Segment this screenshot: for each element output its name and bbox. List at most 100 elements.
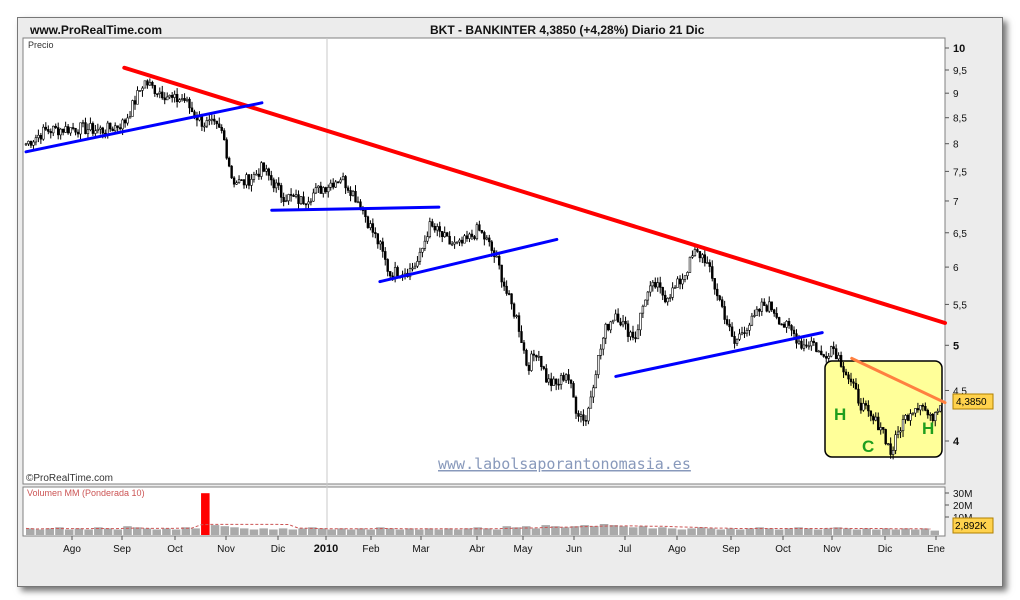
price-tick-label: 7: [953, 197, 959, 208]
price-candle: [267, 167, 270, 181]
price-candle: [324, 186, 327, 194]
price-candle: [510, 293, 513, 310]
volume-bar: [55, 527, 64, 535]
support-trendline-3: [378, 237, 559, 284]
price-candle: [153, 84, 157, 97]
price-candle: [319, 181, 323, 194]
price-candle: [730, 322, 734, 338]
volume-bar: [901, 528, 910, 535]
price-candle: [604, 322, 607, 345]
price-candle: [416, 256, 419, 269]
price-candle: [170, 92, 174, 103]
price-candle: [906, 413, 910, 422]
price-candle: [465, 230, 469, 242]
x-tick-label: Ago: [63, 544, 81, 555]
volume-bar: [269, 529, 278, 535]
volume-bar: [852, 529, 862, 535]
price-candle: [332, 178, 335, 190]
price-candle: [772, 308, 776, 317]
price-candle: [929, 412, 932, 421]
volume-bar: [162, 528, 171, 535]
price-candle: [733, 331, 736, 349]
price-candle: [683, 275, 687, 283]
price-tick-label: 5: [953, 340, 959, 352]
price-candle: [505, 280, 508, 296]
price-candle: [336, 181, 340, 184]
price-candle: [141, 86, 144, 97]
price-candle: [61, 128, 65, 136]
price-candle: [208, 114, 211, 126]
price-candle: [611, 319, 615, 325]
price-candle: [270, 170, 273, 186]
price-candle: [250, 173, 253, 192]
price-candle: [91, 121, 95, 136]
price-candle: [126, 113, 129, 126]
last-volume-label: 2,892K: [955, 521, 987, 532]
price-candle: [512, 302, 516, 319]
price-candle: [639, 312, 642, 336]
price-candle: [302, 191, 305, 205]
price-candle: [614, 309, 617, 321]
price-candle: [433, 223, 436, 233]
price-candle: [42, 124, 45, 141]
price-candle: [279, 182, 283, 203]
price-candle: [817, 349, 820, 353]
price-candle: [738, 328, 741, 342]
volume-bar: [551, 526, 560, 535]
price-candle: [547, 374, 550, 386]
price-candle: [540, 355, 543, 371]
price-candle: [502, 277, 506, 291]
price-candle: [366, 215, 370, 229]
support-trendline-4: [614, 331, 824, 378]
price-candle: [753, 309, 756, 318]
price-candle: [284, 194, 288, 203]
price-candle: [829, 345, 833, 358]
price-candle: [770, 301, 773, 312]
price-panel: [22, 37, 946, 485]
price-candle: [143, 80, 147, 89]
price-candle: [79, 122, 82, 140]
price-candle: [473, 235, 476, 241]
watermark-link[interactable]: www.labolsaporantonomasia.es: [438, 455, 691, 473]
x-tick-label: Abr: [469, 544, 485, 555]
price-candle: [609, 320, 612, 334]
price-candle: [27, 140, 30, 146]
price-candle: [111, 126, 114, 132]
price-candle: [800, 336, 803, 350]
price-candle: [852, 378, 855, 388]
price-candle: [520, 325, 523, 343]
price-candle: [364, 207, 367, 223]
price-candle: [445, 231, 449, 237]
volume-bar: [930, 530, 939, 535]
price-candle: [790, 324, 793, 337]
price-candle: [562, 372, 565, 382]
volume-bar: [376, 527, 385, 535]
price-candle: [735, 338, 739, 347]
price-candle: [646, 290, 650, 306]
price-candle: [822, 353, 825, 358]
price-candle: [847, 371, 850, 385]
price-tick-label: 9: [953, 89, 959, 100]
price-candle: [436, 223, 439, 237]
site-url[interactable]: www.ProRealTime.com: [30, 23, 163, 37]
price-candle: [572, 381, 575, 398]
price-candle: [644, 299, 647, 307]
x-tick-label: Feb: [362, 544, 380, 555]
price-candle: [909, 409, 912, 426]
volume-bar: [74, 528, 84, 535]
volume-bar: [784, 528, 794, 535]
price-candle: [480, 230, 484, 234]
price-candle: [386, 258, 389, 277]
x-tick-label: Dic: [271, 544, 285, 555]
volume-bar: [697, 527, 706, 535]
price-candle: [825, 351, 828, 363]
volume-bar: [765, 528, 774, 535]
price-candle: [235, 180, 238, 185]
price-candle: [327, 184, 330, 198]
price-candle: [166, 92, 169, 101]
price-candle: [559, 372, 563, 390]
price-candle: [190, 101, 194, 113]
price-candle: [698, 251, 702, 263]
volume-bar: [415, 529, 424, 535]
price-candle: [185, 96, 189, 103]
